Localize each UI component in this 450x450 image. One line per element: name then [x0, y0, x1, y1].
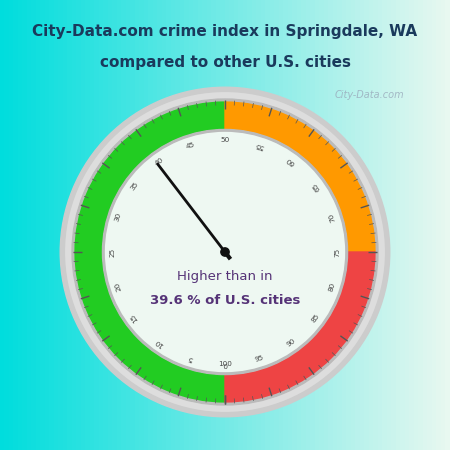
Wedge shape [73, 100, 225, 404]
Wedge shape [103, 130, 347, 374]
Wedge shape [72, 99, 378, 405]
Text: 39.6 % of U.S. cities: 39.6 % of U.S. cities [150, 294, 300, 307]
Text: 75: 75 [334, 248, 340, 256]
Text: 40: 40 [153, 156, 165, 166]
Text: 55: 55 [254, 141, 265, 149]
Text: 0: 0 [223, 361, 227, 367]
Text: 85: 85 [310, 312, 321, 324]
Text: compared to other U.S. cities: compared to other U.S. cities [99, 55, 351, 71]
Text: 70: 70 [328, 212, 336, 223]
Text: 45: 45 [185, 141, 196, 149]
Text: Higher than in: Higher than in [177, 270, 273, 284]
Text: 20: 20 [114, 281, 122, 292]
Text: 25: 25 [110, 248, 116, 256]
Text: 50: 50 [220, 137, 230, 143]
Text: 35: 35 [129, 180, 140, 192]
Text: 10: 10 [153, 338, 165, 348]
Wedge shape [60, 87, 390, 417]
Text: 90: 90 [285, 338, 297, 348]
Text: 15: 15 [129, 312, 140, 324]
Text: 100: 100 [218, 361, 232, 367]
Text: 65: 65 [310, 180, 321, 192]
Wedge shape [225, 252, 377, 404]
Text: City-Data.com: City-Data.com [334, 90, 404, 99]
Circle shape [103, 130, 347, 374]
Wedge shape [62, 89, 388, 415]
Text: City-Data.com crime index in Springdale, WA: City-Data.com crime index in Springdale,… [32, 24, 418, 39]
Wedge shape [225, 100, 377, 252]
Circle shape [221, 248, 229, 256]
Text: 5: 5 [187, 355, 194, 362]
Text: 80: 80 [328, 281, 336, 292]
Text: 95: 95 [254, 355, 265, 363]
Text: 30: 30 [114, 212, 122, 223]
Text: 60: 60 [285, 156, 297, 166]
